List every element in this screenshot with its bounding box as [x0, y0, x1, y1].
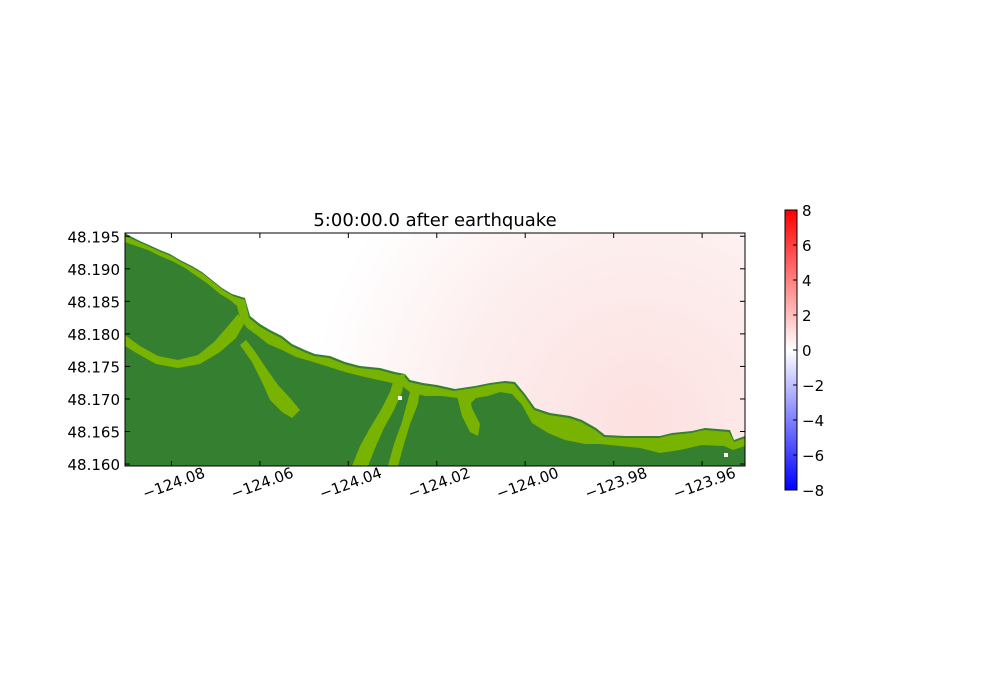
- plot-area: [125, 233, 745, 466]
- y-tick-label: 48.160: [68, 456, 121, 474]
- colorbar-tick-label: 2: [802, 307, 812, 325]
- y-tick-label: 48.175: [68, 358, 121, 376]
- colorbar-tick-label: 4: [802, 272, 812, 290]
- colorbar-tick-label: 0: [802, 342, 812, 360]
- x-tick-label: −124.04: [317, 464, 384, 503]
- colorbar-tick-label: −8: [802, 482, 824, 500]
- x-tick-label: −123.96: [671, 464, 738, 503]
- x-tick-label: −124.08: [140, 464, 207, 503]
- colorbar-tick-label: 6: [802, 237, 812, 255]
- y-tick-label: 48.185: [68, 293, 121, 311]
- x-tick-label: −124.00: [494, 464, 561, 503]
- y-tick-label: 48.180: [68, 326, 121, 344]
- colorbar-tick-label: 8: [802, 202, 812, 220]
- y-tick-label: 48.195: [68, 228, 121, 246]
- chart-title: 5:00:00.0 after earthquake: [313, 210, 556, 231]
- y-tick-label: 48.165: [68, 424, 121, 442]
- land-upland: [125, 236, 745, 466]
- y-tick-label: 48.190: [68, 261, 121, 279]
- colorbar: −8 −6 −4 −2 0 2 4 6 8: [784, 202, 824, 500]
- colorbar-ticks: −8 −6 −4 −2 0 2 4 6 8: [793, 202, 824, 500]
- pixel-gap: [398, 396, 402, 400]
- y-tick-label: 48.170: [68, 391, 121, 409]
- x-tick-label: −124.06: [229, 464, 296, 503]
- colorbar-tick-label: −2: [802, 377, 824, 395]
- plot-frame: [124, 232, 746, 467]
- colorbar-tick-label: −4: [802, 412, 824, 430]
- x-tick-label: −123.98: [582, 464, 649, 503]
- x-tick-label: −124.02: [405, 464, 472, 503]
- colorbar-tick-label: −6: [802, 447, 824, 465]
- y-axis: 48.160 48.165 48.170 48.175 48.180 48.185 48.1…: [68, 228, 745, 474]
- pixel-gap: [724, 453, 728, 457]
